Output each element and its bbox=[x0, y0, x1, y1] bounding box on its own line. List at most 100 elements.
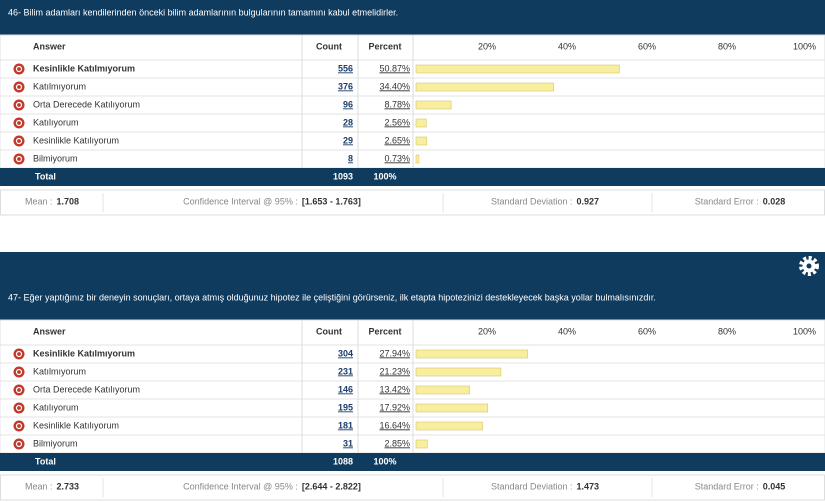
stats-row bbox=[0, 189, 825, 216]
answer-count: 31 bbox=[343, 438, 353, 448]
answer-icon bbox=[13, 366, 25, 378]
stat-label: Standard Error : bbox=[695, 482, 759, 492]
percent-bar bbox=[415, 421, 483, 431]
percent-bar bbox=[415, 439, 428, 449]
scale-tick-label: 100% bbox=[793, 326, 816, 336]
answer-icon-glyph bbox=[15, 386, 23, 394]
answer-count: 304 bbox=[338, 348, 353, 358]
answer-count: 8 bbox=[348, 153, 353, 163]
answer-count: 146 bbox=[338, 384, 353, 394]
answer-percent: 21.23% bbox=[379, 366, 410, 376]
total-percent: 100% bbox=[373, 171, 396, 181]
stat-label: Standard Deviation : bbox=[491, 197, 573, 207]
percent-bar bbox=[415, 64, 620, 74]
question-title: 47- Eğer yaptığınız bir deneyin sonuçlar… bbox=[8, 292, 656, 302]
answer-label: Bilmiyorum bbox=[33, 153, 78, 163]
answer-icon-glyph bbox=[15, 155, 23, 163]
stat-label: Standard Error : bbox=[695, 197, 759, 207]
total-row bbox=[0, 453, 825, 471]
stat: Confidence Interval @ 95% : [1.653 - 1.76… bbox=[183, 197, 361, 207]
answer-icon bbox=[13, 135, 25, 147]
total-percent: 100% bbox=[373, 456, 396, 466]
question-header bbox=[0, 252, 825, 320]
answer-percent: 13.42% bbox=[379, 384, 410, 394]
answer-label: Kesinlikle Katılıyorum bbox=[33, 420, 119, 430]
answer-icon-glyph bbox=[15, 83, 23, 91]
stat-value: 2.733 bbox=[57, 482, 80, 492]
answer-icon-glyph bbox=[15, 350, 23, 358]
scale-tick-label: 60% bbox=[638, 326, 656, 336]
stat: Confidence Interval @ 95% : [2.644 - 2.82… bbox=[183, 482, 361, 492]
answer-icon-glyph bbox=[15, 65, 23, 73]
stat: Standard Error : 0.045 bbox=[695, 482, 786, 492]
settings-gear[interactable] bbox=[799, 256, 819, 276]
answer-icon bbox=[13, 384, 25, 396]
answer-count: 28 bbox=[343, 117, 353, 127]
stat-label: Confidence Interval @ 95% : bbox=[183, 482, 298, 492]
answer-icon bbox=[13, 420, 25, 432]
answer-icon-glyph bbox=[15, 137, 23, 145]
stat: Standard Deviation : 0.927 bbox=[491, 197, 599, 207]
total-row bbox=[0, 168, 825, 186]
answer-icon bbox=[13, 81, 25, 93]
stat-value: 0.045 bbox=[763, 482, 786, 492]
percent-bar bbox=[415, 118, 427, 128]
answer-percent: 2.65% bbox=[384, 135, 410, 145]
column-header: Count bbox=[316, 326, 342, 336]
column-header: Percent bbox=[368, 41, 401, 51]
answer-count: 195 bbox=[338, 402, 353, 412]
stat-label: Standard Deviation : bbox=[491, 482, 573, 492]
answer-icon-glyph bbox=[15, 440, 23, 448]
answer-label: Kesinlikle Katılmıyorum bbox=[33, 63, 135, 73]
total-count: 1088 bbox=[333, 456, 353, 466]
question-title: 46- Bilim adamları kendilerinden önceki … bbox=[8, 7, 398, 17]
answer-label: Kesinlikle Katılıyorum bbox=[33, 135, 119, 145]
answer-count: 96 bbox=[343, 99, 353, 109]
stat-value: 1.708 bbox=[57, 197, 80, 207]
percent-bar bbox=[415, 154, 420, 164]
percent-bar bbox=[415, 403, 488, 413]
percent-bar bbox=[415, 367, 502, 377]
percent-bar bbox=[415, 82, 554, 92]
question-header bbox=[0, 0, 825, 35]
answer-count: 231 bbox=[338, 366, 353, 376]
stat-label: Confidence Interval @ 95% : bbox=[183, 197, 298, 207]
answer-icon-glyph bbox=[15, 119, 23, 127]
answer-percent: 0.73% bbox=[384, 153, 410, 163]
scale-tick-label: 60% bbox=[638, 41, 656, 51]
column-header: Count bbox=[316, 41, 342, 51]
answer-label: Katılmıyorum bbox=[33, 366, 86, 376]
answer-percent: 50.87% bbox=[379, 63, 410, 73]
stat-label: Mean : bbox=[25, 482, 53, 492]
stat-value: 0.927 bbox=[577, 197, 600, 207]
scale-tick-label: 100% bbox=[793, 41, 816, 51]
stat: Standard Error : 0.028 bbox=[695, 197, 786, 207]
answer-icon-glyph bbox=[15, 404, 23, 412]
column-header: Answer bbox=[33, 326, 66, 336]
answer-percent: 16.64% bbox=[379, 420, 410, 430]
answer-icon bbox=[13, 99, 25, 111]
gear-teeth bbox=[799, 256, 819, 276]
answer-icon bbox=[13, 348, 25, 360]
total-label: Total bbox=[35, 456, 56, 466]
stat-value: [1.653 - 1.763] bbox=[302, 197, 361, 207]
answer-count: 181 bbox=[338, 420, 353, 430]
answer-icon bbox=[13, 63, 25, 75]
scale-tick-label: 40% bbox=[558, 326, 576, 336]
answer-count: 29 bbox=[343, 135, 353, 145]
scale-tick-label: 40% bbox=[558, 41, 576, 51]
stat-value: 1.473 bbox=[577, 482, 600, 492]
answer-count: 556 bbox=[338, 63, 353, 73]
stat: Mean : 2.733 bbox=[25, 482, 79, 492]
column-header: Percent bbox=[368, 326, 401, 336]
gear-hole bbox=[806, 263, 812, 269]
scale-tick-label: 20% bbox=[478, 41, 496, 51]
scale-tick-label: 80% bbox=[718, 41, 736, 51]
answer-percent: 27.94% bbox=[379, 348, 410, 358]
answer-icon-glyph bbox=[15, 368, 23, 376]
answer-label: Katılıyorum bbox=[33, 402, 79, 412]
answer-label: Katılıyorum bbox=[33, 117, 79, 127]
answer-percent: 8.78% bbox=[384, 99, 410, 109]
stat-value: 0.028 bbox=[763, 197, 786, 207]
answer-percent: 2.56% bbox=[384, 117, 410, 127]
